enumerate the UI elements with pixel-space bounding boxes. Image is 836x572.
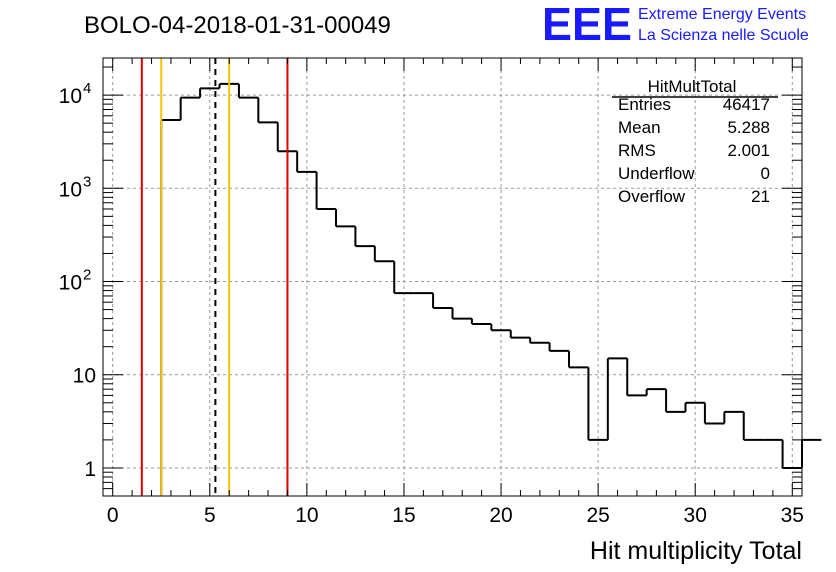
y-tick-exponent: 3	[83, 173, 91, 190]
x-tick-labels: 0 5 10 15 20 25 30 35	[107, 504, 804, 527]
y-tick-label: 10	[73, 365, 96, 388]
x-tick-label: 20	[489, 504, 512, 527]
axis-ticks	[103, 58, 802, 497]
y-tick-exponent: 4	[83, 80, 91, 97]
y-tick-label: 10	[59, 272, 82, 295]
logo-line-1: Extreme Energy Events	[638, 6, 806, 23]
stats-row-value: 2.001	[727, 141, 770, 160]
x-tick-label: 0	[107, 504, 119, 527]
y-tick-label: 1	[84, 458, 96, 481]
stats-box: HitMultTotal Entries 46417 Mean 5.288 RMS 2.0…	[612, 77, 778, 206]
stats-row-value: 46417	[723, 95, 770, 114]
y-tick-label: 10	[59, 178, 82, 201]
stats-row-value: 0	[761, 164, 770, 183]
stats-row-label: Underflow	[618, 164, 695, 183]
plot-frame	[102, 57, 803, 497]
eee-logo-mark: EEE	[542, 0, 632, 50]
x-tick-label: 25	[586, 504, 609, 527]
stats-row-value: 21	[751, 187, 770, 206]
stats-row-label: RMS	[618, 141, 656, 160]
y-tick-label: 10	[59, 85, 82, 108]
logo-line-2: La Scienza nelle Scuole	[638, 27, 809, 44]
x-tick-label: 15	[392, 504, 415, 527]
x-tick-label: 10	[295, 504, 318, 527]
stats-box-title: HitMultTotal	[648, 77, 737, 96]
x-tick-label: 30	[684, 504, 707, 527]
x-tick-label: 5	[204, 504, 216, 527]
grid	[103, 58, 802, 496]
stats-row-label: Mean	[618, 118, 661, 137]
x-axis-title: Hit multiplicity Total	[590, 537, 802, 565]
y-tick-exponent: 2	[83, 267, 91, 284]
plot-area	[103, 58, 802, 496]
stats-row-value: 5.288	[727, 118, 770, 137]
eee-logo: EEE Extreme Energy Events La Scienza nel…	[542, 0, 809, 50]
chart-title: BOLO-04-2018-01-31-00049	[84, 12, 391, 39]
x-tick-label: 35	[781, 504, 804, 527]
stats-row-label: Entries	[618, 95, 671, 114]
marker-lines	[140, 58, 289, 496]
stats-row-label: Overflow	[618, 187, 686, 206]
